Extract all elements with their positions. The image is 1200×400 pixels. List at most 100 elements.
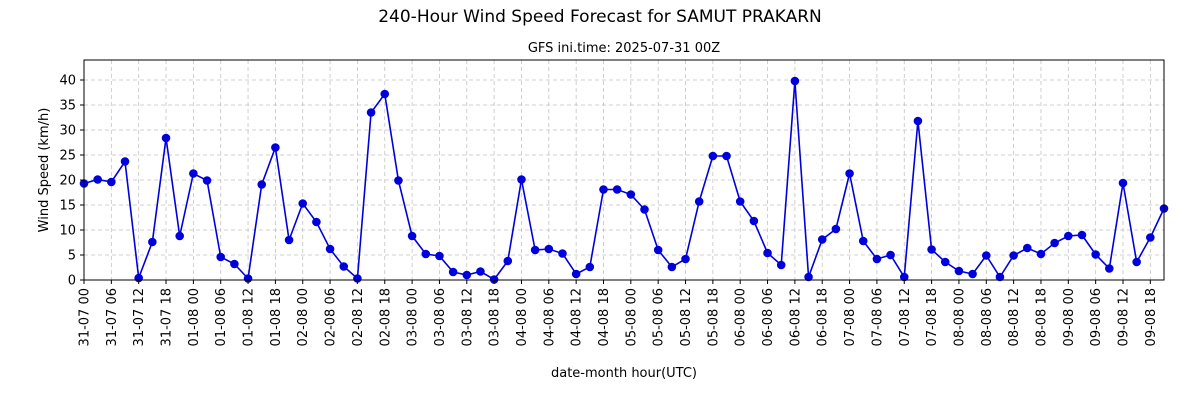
- x-tick-label: 08-08 00: [952, 288, 967, 346]
- data-point: [612, 185, 622, 194]
- data-point: [858, 236, 868, 246]
- x-tick-label: 31-07 06: [105, 288, 120, 346]
- y-tick-label: 15: [59, 199, 76, 214]
- data-point: [394, 176, 403, 185]
- x-tick-label: 06-08 18: [816, 288, 831, 346]
- data-point: [175, 231, 184, 241]
- data-point: [845, 169, 854, 178]
- x-tick-label: 02-08 18: [378, 288, 393, 346]
- x-tick-label: 04-08 18: [597, 288, 612, 346]
- data-point: [968, 269, 977, 279]
- series-layer: [79, 76, 1169, 284]
- x-tick-label: 07-08 06: [870, 288, 885, 346]
- data-point: [230, 259, 239, 269]
- data-point: [927, 245, 936, 254]
- data-point: [776, 260, 786, 270]
- x-tick-label: 01-08 06: [214, 288, 229, 346]
- y-tick-label: 20: [59, 174, 76, 189]
- y-tick-label: 30: [59, 124, 76, 139]
- data-point: [380, 89, 390, 99]
- data-point: [722, 151, 731, 161]
- x-tick-label: 08-08 18: [1034, 288, 1049, 346]
- x-tick-label: 08-08 06: [980, 288, 995, 346]
- x-tick-label: 06-08 06: [761, 288, 776, 346]
- data-point: [257, 180, 267, 189]
- data-point: [749, 216, 759, 226]
- data-point: [107, 177, 116, 187]
- data-point: [476, 267, 485, 276]
- y-axis-label: Wind Speed (km/h): [37, 108, 52, 233]
- data-point: [708, 151, 718, 161]
- grid-layer: [83, 60, 1164, 281]
- x-tick-label: 09-08 06: [1089, 288, 1104, 346]
- x-tick-label: 06-08 00: [734, 288, 749, 346]
- plot-frame: [83, 59, 1165, 281]
- data-point: [284, 235, 294, 245]
- x-tick-label: 09-08 18: [1144, 288, 1159, 346]
- data-point: [421, 249, 431, 259]
- data-point: [503, 256, 513, 266]
- data-point: [599, 185, 608, 194]
- data-point: [667, 262, 677, 272]
- data-point: [148, 237, 157, 247]
- x-tick-label: 03-08 06: [433, 288, 448, 346]
- data-point: [1022, 243, 1032, 253]
- data-point: [913, 116, 923, 126]
- data-point: [1036, 249, 1046, 259]
- x-tick-label: 09-08 12: [1116, 288, 1131, 346]
- x-tick-label: 01-08 12: [242, 288, 257, 346]
- data-point: [1009, 251, 1018, 260]
- x-tick-label: 01-08 18: [269, 288, 284, 346]
- data-point: [189, 169, 198, 178]
- x-tick-label: 06-08 12: [788, 288, 803, 346]
- x-tick-label: 05-08 18: [706, 288, 721, 346]
- x-tick-label: 02-08 12: [351, 288, 366, 346]
- x-tick-label: 03-08 18: [488, 288, 503, 346]
- data-point: [558, 249, 567, 258]
- data-point: [353, 274, 362, 283]
- x-tick-label: 03-08 12: [460, 288, 475, 346]
- x-tick-label: 03-08 00: [406, 288, 421, 346]
- x-tick-label: 05-08 00: [624, 288, 639, 346]
- data-point: [1132, 257, 1141, 267]
- data-point: [899, 272, 909, 282]
- x-tick-label: 07-08 12: [898, 288, 913, 346]
- data-point: [571, 269, 581, 279]
- data-point: [120, 157, 130, 166]
- data-point: [694, 197, 704, 206]
- data-point: [831, 224, 841, 234]
- data-point: [981, 251, 991, 260]
- x-tick-label: 04-08 06: [542, 288, 557, 346]
- data-point: [640, 205, 649, 214]
- data-point: [954, 266, 964, 276]
- data-point: [1105, 264, 1114, 273]
- x-tick-label: 08-08 12: [1007, 288, 1022, 346]
- data-point: [790, 76, 800, 86]
- y-tick-label: 10: [59, 224, 76, 239]
- data-point: [435, 251, 444, 261]
- data-point: [462, 270, 472, 280]
- data-point: [585, 262, 595, 272]
- data-point: [1091, 250, 1100, 259]
- x-tick-label: 31-07 00: [78, 288, 93, 346]
- data-point: [339, 262, 349, 271]
- data-point: [872, 254, 882, 264]
- data-point: [817, 235, 827, 244]
- data-point: [530, 245, 540, 255]
- data-point: [366, 108, 376, 117]
- x-tick-label: 31-07 18: [160, 288, 175, 346]
- data-point: [448, 267, 458, 277]
- data-point: [216, 252, 226, 262]
- data-point: [243, 274, 253, 283]
- data-point: [1118, 178, 1128, 188]
- data-point: [763, 248, 772, 258]
- y-tick-label: 40: [59, 74, 76, 89]
- x-tick-label: 31-07 12: [132, 288, 147, 346]
- data-point: [653, 245, 663, 255]
- x-tick-label: 02-08 06: [324, 288, 339, 346]
- x-tick-label: 04-08 12: [570, 288, 585, 346]
- data-point: [1050, 238, 1059, 248]
- data-point: [325, 244, 335, 254]
- data-point: [161, 133, 171, 143]
